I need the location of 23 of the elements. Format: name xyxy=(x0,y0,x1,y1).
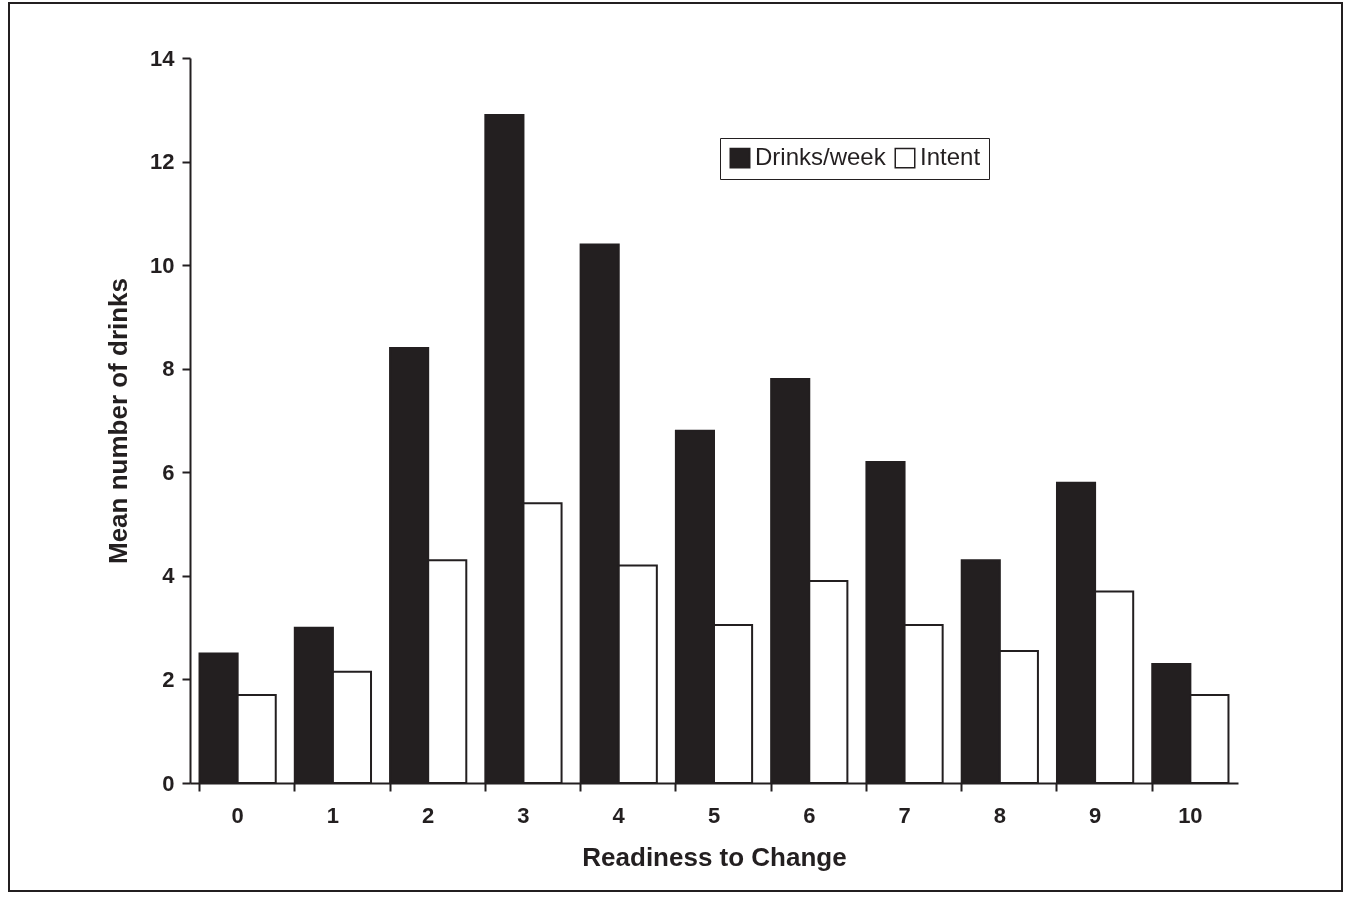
x-axis-title: Readiness to Change xyxy=(582,841,847,872)
x-tick-label: 1 xyxy=(326,802,340,828)
x-tick-label: 8 xyxy=(993,802,1006,828)
x-tick-label: 0 xyxy=(231,802,244,828)
x-tick-label: 5 xyxy=(707,802,721,828)
x-tick-label: 7 xyxy=(898,802,911,828)
x-tick-label: 2 xyxy=(422,802,435,828)
y-tick-label: 8 xyxy=(162,356,175,382)
y-tick-label: 10 xyxy=(150,252,175,278)
y-axis-title: Mean number of drinks xyxy=(103,277,134,565)
x-tick-label: 10 xyxy=(1178,802,1203,828)
x-tick-label: 6 xyxy=(803,802,816,828)
y-tick-label: 4 xyxy=(162,563,176,589)
y-tick-label: 0 xyxy=(162,770,175,796)
y-tick-label: 12 xyxy=(150,149,175,175)
x-tick-label: 3 xyxy=(517,802,530,828)
legend-label: Drinks/week xyxy=(755,143,887,171)
legend-label: Intent xyxy=(920,143,981,171)
x-tick-label: 4 xyxy=(612,802,626,828)
y-tick-label: 6 xyxy=(162,459,175,485)
x-tick-label: 9 xyxy=(1088,802,1102,828)
y-tick-label: 14 xyxy=(150,45,176,71)
y-tick-label: 2 xyxy=(162,666,175,692)
